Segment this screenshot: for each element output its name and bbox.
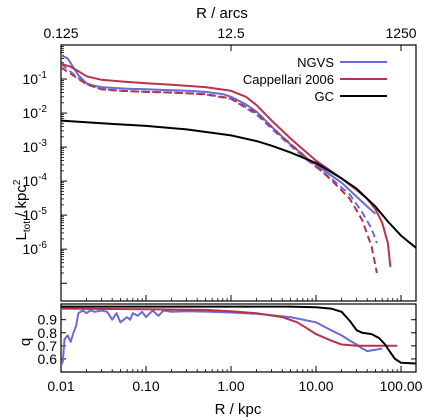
legend: NGVS Cappellari 2006 GC: [243, 55, 387, 104]
q-tick-label: 0.6: [38, 351, 58, 367]
flattening-axis-label: q: [17, 338, 34, 346]
x-tick-label: 0.01: [47, 378, 74, 394]
x-tick-label: 0.10: [132, 378, 159, 394]
y-tick-label: 10-3: [23, 138, 48, 155]
flattening-panel: q R / kpc: [17, 303, 417, 418]
y-tick-label: 10-2: [23, 104, 48, 121]
top-axis: R / arcs: [196, 5, 248, 22]
luminosity-axis-label: Ltot / kpc2: [12, 179, 33, 240]
luminosity-axis-label-sub: tot: [22, 221, 33, 232]
luminosity-panel: Ltot / kpc2 NGVS Cappellari 2006 GC: [12, 44, 417, 302]
flattening-panel-frame: [60, 303, 417, 373]
q-tick-label: 0.7: [38, 338, 58, 354]
legend-label-cappellari-2006: Cappellari 2006: [243, 72, 334, 87]
luminosity-line-cappellari-2006-dashed: [61, 66, 378, 274]
q-tick-label: 0.9: [38, 312, 58, 328]
x-tick-label: 1.00: [217, 378, 244, 394]
y-tick-label: 10-4: [23, 172, 48, 189]
top-tick-label: 1250: [385, 25, 416, 41]
x-tick-label: 10.00: [298, 378, 333, 394]
top-tick-label: 0.125: [43, 25, 78, 41]
luminosity-axis-label-main: L: [13, 232, 30, 240]
luminosity-line-cappellari-2006: [61, 62, 392, 268]
luminosity-line-ngvs-dashed: [61, 63, 378, 244]
y-tick-label: 10-1: [23, 70, 48, 87]
luminosity-line-gc: [61, 119, 416, 249]
y-tick-label: 10-5: [23, 206, 48, 223]
luminosity-axis-label-sup: 2: [12, 179, 23, 185]
luminosity-axis-label-rest: / kpc: [13, 185, 30, 221]
legend-label-gc: GC: [315, 89, 335, 104]
q-series-group: [61, 305, 416, 366]
luminosity-panel-frame: [60, 44, 417, 302]
q-line-cappellari-2006: [61, 307, 398, 347]
x-axis-title: R / kpc: [215, 401, 262, 418]
tick-marks: [60, 44, 416, 372]
luminosity-series-group: [61, 54, 416, 274]
y-tick-label: 10-6: [23, 240, 48, 257]
legend-label-ngvs: NGVS: [297, 55, 334, 70]
top-axis-title: R / arcs: [196, 5, 248, 22]
q-tick-label: 0.8: [38, 325, 58, 341]
x-tick-label: 100.00: [380, 378, 423, 394]
top-tick-label: 12.5: [217, 25, 244, 41]
q-line-ngvs: [61, 309, 383, 366]
q-line-gc: [61, 305, 416, 365]
